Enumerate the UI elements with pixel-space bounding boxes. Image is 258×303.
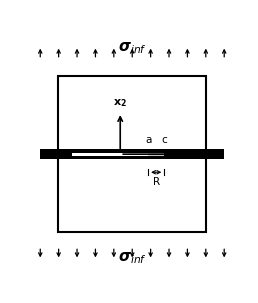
Bar xyxy=(148,152,164,156)
Bar xyxy=(58,76,206,232)
Bar xyxy=(72,152,148,156)
Text: $\boldsymbol{\sigma}_{inf}$: $\boldsymbol{\sigma}_{inf}$ xyxy=(118,40,147,55)
Text: $\mathbf{x_1}$: $\mathbf{x_1}$ xyxy=(199,148,213,160)
Text: R: R xyxy=(153,177,160,187)
Bar xyxy=(40,149,224,159)
Text: $\boldsymbol{\sigma}_{inf}$: $\boldsymbol{\sigma}_{inf}$ xyxy=(118,251,147,266)
Text: $\mathbf{x_2}$: $\mathbf{x_2}$ xyxy=(113,97,127,109)
Text: c: c xyxy=(161,135,167,145)
Text: a: a xyxy=(145,135,151,145)
Bar xyxy=(72,152,148,156)
